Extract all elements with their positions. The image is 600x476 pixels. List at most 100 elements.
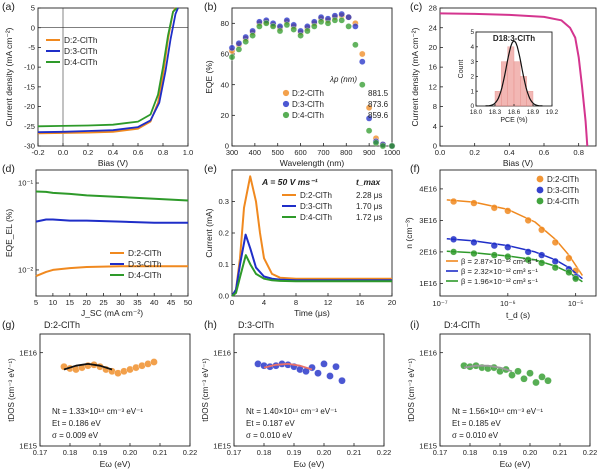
- data-point-1: [365, 115, 373, 122]
- x-tick-label: 16: [356, 298, 364, 307]
- y-tick-label: 8: [433, 102, 437, 111]
- x-tick-label: 500: [272, 148, 284, 157]
- y-tick-label: 0.2: [218, 229, 229, 238]
- x-tick-label: 0.22: [377, 448, 391, 457]
- x-tick-label: 0.19: [287, 448, 301, 457]
- data-point-2: [228, 53, 236, 61]
- x-axis-label: Eω (eV): [100, 459, 131, 469]
- data-point: [332, 362, 340, 371]
- axes-frame-c: [439, 7, 597, 147]
- x-tick-label: 30: [116, 298, 124, 307]
- series-line-0: [35, 265, 188, 278]
- inset-y-tick-label: 0: [470, 103, 474, 110]
- data-point-1: [358, 58, 366, 66]
- x-tick-label: 0.8: [158, 148, 169, 157]
- y-tick-label: -15: [24, 82, 35, 91]
- panel-label-c: (c): [410, 1, 422, 13]
- legend-title: t_max: [356, 177, 381, 187]
- x-tick-label: 0.8: [573, 148, 584, 157]
- inset-x-axis-label: PCE (%): [500, 117, 527, 124]
- x-tick-label: 0.6: [133, 148, 144, 157]
- x-axis-label: Eω (eV): [500, 459, 531, 469]
- legend-label: D:2-ClTh: [547, 175, 579, 184]
- fit-parameter: Nt = 1.40×10¹⁴ cm⁻³ eV⁻¹: [246, 407, 337, 416]
- x-axis-label: Eω (eV): [294, 459, 325, 469]
- legend-marker: [282, 111, 290, 119]
- x-tick-label: 4: [262, 298, 266, 307]
- data-point-2: [504, 253, 512, 261]
- data-point-0: [490, 204, 498, 212]
- data-point-0: [538, 226, 546, 234]
- y-axis-label: Current (mA): [204, 208, 214, 257]
- x-axis-label: Wavelength (nm): [280, 158, 345, 168]
- data-point-2: [331, 16, 339, 24]
- legend-label: D:3-ClTh: [547, 186, 579, 195]
- data-point-0: [358, 50, 366, 58]
- legend-value: 881.5: [368, 89, 389, 98]
- histogram-bar: [513, 61, 521, 107]
- x-tick-label: 700: [317, 148, 329, 157]
- y-tick-label: 0.1: [218, 260, 229, 269]
- data-point-2: [269, 23, 277, 30]
- legend-value: 2.28 μs: [356, 191, 382, 200]
- data-point-1: [538, 251, 546, 259]
- data-point-2: [358, 81, 366, 88]
- axes-frame-i: [439, 333, 591, 447]
- y-tick-label: 80: [221, 19, 229, 28]
- inset-x-tick-label: 19.2: [546, 109, 559, 116]
- data-point-2: [388, 142, 396, 150]
- y-axis-label: EQE_EL (%): [4, 209, 14, 258]
- axes-frame-f: [439, 169, 597, 297]
- fit-parameter: Nt = 1.33×10¹⁴ cm⁻³ eV⁻¹: [52, 407, 143, 416]
- series-line-0: [37, 7, 177, 135]
- legend-value: 859.6: [368, 111, 389, 120]
- data-point-1: [504, 243, 512, 251]
- inset-y-tick-label: 2: [470, 74, 474, 81]
- data-point-0: [470, 199, 478, 207]
- data-point: [532, 378, 540, 387]
- series-line-2: [35, 190, 189, 202]
- x-tick-label: -0.2: [31, 148, 44, 157]
- panel-label-f: (f): [410, 163, 420, 175]
- x-axis-label: Time (μs): [294, 308, 330, 318]
- data-point: [544, 376, 552, 385]
- y-tick-label: 1E16: [213, 348, 231, 357]
- data-point: [308, 363, 316, 372]
- panel-label-g: (g): [2, 319, 15, 331]
- y-tick-label: 0: [433, 142, 437, 151]
- legend-value: 1.72 μs: [356, 213, 382, 222]
- data-point-2: [324, 19, 332, 27]
- y-tick-label: 5: [31, 4, 35, 13]
- data-point-0: [365, 104, 373, 111]
- x-tick-label: 20: [82, 298, 90, 307]
- data-point: [150, 358, 158, 366]
- fit-legend-label: β = 2.87×10⁻¹² cm³ s⁻¹: [461, 257, 538, 266]
- x-tick-label: 25: [99, 298, 107, 307]
- data-point-2: [551, 264, 559, 272]
- legend-label: D:2-ClTh: [64, 35, 98, 45]
- y-axis-label: Current density (mA cm⁻²): [410, 27, 420, 126]
- data-point-2: [372, 139, 380, 147]
- data-point-2: [317, 18, 325, 26]
- data-point-2: [310, 23, 318, 30]
- data-point-2: [304, 27, 311, 35]
- x-tick-label: 0.22: [183, 448, 197, 457]
- x-axis-label: Bias (V): [503, 158, 533, 168]
- legend-label: D:4-ClTh: [128, 270, 162, 280]
- y-tick-label: -5: [28, 43, 35, 52]
- legend-marker: [282, 89, 290, 97]
- axes-frame-g: [39, 333, 191, 447]
- inset-x-tick-label: 18.6: [508, 109, 521, 116]
- x-tick-label: 45: [167, 298, 175, 307]
- annotation: A = 50 V ms⁻¹: [261, 177, 318, 187]
- x-tick-label: 0.2: [469, 148, 480, 157]
- data-point-2: [352, 41, 359, 49]
- inset-x-tick-label: 18.3: [489, 109, 502, 116]
- x-tick-label: 0.6: [539, 148, 550, 157]
- x-axis-label: Bias (V): [98, 158, 128, 168]
- legend-marker: [536, 186, 544, 194]
- legend-label: D:2-ClTh: [300, 191, 332, 200]
- legend-label: D:3-ClTh: [64, 46, 98, 56]
- y-tick-label: 10⁻¹: [18, 179, 33, 188]
- x-tick-label: 1000: [384, 148, 400, 157]
